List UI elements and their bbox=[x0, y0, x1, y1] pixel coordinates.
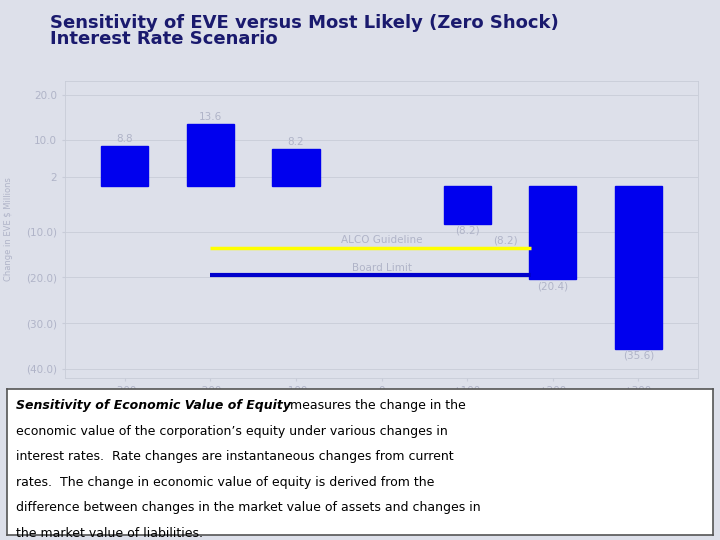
Text: Board Limit: Board Limit bbox=[351, 263, 412, 273]
Text: economic value of the corporation’s equity under various changes in: economic value of the corporation’s equi… bbox=[16, 424, 447, 437]
Bar bbox=[529, 186, 577, 279]
Text: (20.4): (20.4) bbox=[537, 281, 568, 291]
Text: Change in EVE $ Millions: Change in EVE $ Millions bbox=[4, 178, 13, 281]
Text: the market value of liabilities.: the market value of liabilities. bbox=[16, 526, 202, 539]
Bar bbox=[444, 186, 491, 224]
Bar bbox=[102, 146, 148, 186]
Text: (35.6): (35.6) bbox=[623, 350, 654, 361]
Text: rates.  The change in economic value of equity is derived from the: rates. The change in economic value of e… bbox=[16, 476, 434, 489]
X-axis label: Shocks to Current Rates: Shocks to Current Rates bbox=[319, 401, 445, 411]
Bar bbox=[272, 148, 320, 186]
Text: ALCO Guideline: ALCO Guideline bbox=[341, 235, 423, 246]
Text: 8.8: 8.8 bbox=[117, 134, 133, 144]
Text: 8.2: 8.2 bbox=[288, 137, 305, 147]
Text: measures the change in the: measures the change in the bbox=[286, 399, 466, 412]
Text: Sensitivity of Economic Value of Equity measures the change in the: Sensitivity of Economic Value of Equity … bbox=[16, 399, 439, 412]
Text: interest rates.  Rate changes are instantaneous changes from current: interest rates. Rate changes are instant… bbox=[16, 450, 454, 463]
Text: (8.2): (8.2) bbox=[493, 235, 518, 246]
Bar bbox=[186, 124, 234, 186]
Text: Sensitivity of Economic Value of Equity: Sensitivity of Economic Value of Equity bbox=[16, 399, 291, 412]
Text: (8.2): (8.2) bbox=[455, 225, 480, 235]
Text: Sensitivity of EVE versus Most Likely (Zero Shock): Sensitivity of EVE versus Most Likely (Z… bbox=[50, 14, 559, 31]
Bar bbox=[615, 186, 662, 349]
Text: difference between changes in the market value of assets and changes in: difference between changes in the market… bbox=[16, 501, 480, 514]
Text: Interest Rate Scenario: Interest Rate Scenario bbox=[50, 30, 278, 48]
Text: 13.6: 13.6 bbox=[199, 112, 222, 122]
